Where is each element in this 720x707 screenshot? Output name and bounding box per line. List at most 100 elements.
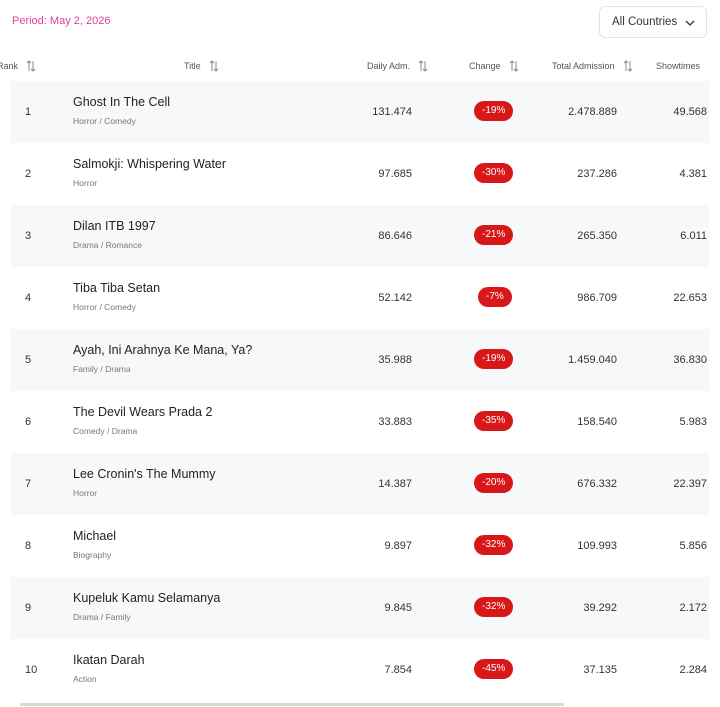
rank-cell: 7 <box>25 478 32 490</box>
rank-cell: 8 <box>25 540 32 552</box>
change-badge: -19% <box>474 101 514 121</box>
total-admission-cell: 2.478.889 <box>568 106 617 118</box>
sort-arrows-icon[interactable] <box>418 60 428 72</box>
film-title-link[interactable]: Dilan ITB 1997 <box>73 219 156 233</box>
genre-label: Family / Drama <box>73 364 131 374</box>
table-row[interactable]: 5 Ayah, Ini Arahnya Ke Mana, Ya? Family / … <box>11 329 709 391</box>
daily-admission-cell: 131.474 <box>372 106 412 118</box>
table-row[interactable]: 4 Tiba Tiba Setan Horror / Comedy 52.142 -7%… <box>11 267 709 329</box>
genre-label: Drama / Romance <box>73 240 142 250</box>
total-admission-cell: 158.540 <box>577 416 617 428</box>
column-header-showtimes[interactable]: Showtimes <box>656 52 700 80</box>
daily-admission-cell: 7.854 <box>384 664 412 676</box>
showtimes-cell: 49.568 <box>673 106 707 118</box>
daily-admission-cell: 9.897 <box>384 540 412 552</box>
showtimes-cell: 2.172 <box>679 602 707 614</box>
table-row[interactable]: 10 Ikatan Darah Action 7.854 -45% 37.135 2.284 <box>11 639 709 701</box>
daily-admission-cell: 35.988 <box>378 354 412 366</box>
table-row[interactable]: 3 Dilan ITB 1997 Drama / Romance 86.646 -21%… <box>11 205 709 267</box>
column-header-total-label: Total Admission <box>552 61 615 71</box>
column-header-total[interactable]: Total Admission <box>552 52 633 80</box>
rank-cell: 10 <box>25 664 38 676</box>
sort-arrows-icon[interactable] <box>26 60 36 72</box>
total-admission-cell: 37.135 <box>583 664 617 676</box>
column-header-change[interactable]: Change <box>469 52 519 80</box>
rank-cell: 5 <box>25 354 32 366</box>
daily-admission-cell: 14.387 <box>378 478 412 490</box>
genre-label: Horror / Comedy <box>73 302 136 312</box>
total-admission-cell: 676.332 <box>577 478 617 490</box>
country-filter-value: All Countries <box>612 16 678 28</box>
genre-label: Horror <box>73 488 98 498</box>
total-admission-cell: 1.459.040 <box>568 354 617 366</box>
change-badge: -35% <box>474 411 514 431</box>
film-title-link[interactable]: Lee Cronin's The Mummy <box>73 467 216 481</box>
table-row[interactable]: 8 Michael Biography 9.897 -32% 109.993 5.856 <box>11 515 709 577</box>
showtimes-cell: 2.284 <box>679 664 707 676</box>
change-badge: -21% <box>474 225 514 245</box>
change-badge: -19% <box>474 349 514 369</box>
column-header-daily[interactable]: Daily Adm. <box>367 52 428 80</box>
genre-label: Biography <box>73 550 112 560</box>
daily-admission-cell: 9.845 <box>384 602 412 614</box>
column-header-rank-label: Rank <box>0 61 19 71</box>
rank-cell: 4 <box>25 292 32 304</box>
column-header-showtimes-label: Showtimes <box>656 61 701 71</box>
period-label: Period: May 2, 2026 <box>12 15 111 27</box>
rank-cell: 2 <box>25 168 32 180</box>
table-row[interactable]: 9 Kupeluk Kamu Selamanya Drama / Family 9.8… <box>11 577 709 639</box>
chevron-down-icon <box>685 20 695 26</box>
genre-label: Horror <box>73 178 98 188</box>
showtimes-cell: 5.856 <box>679 540 707 552</box>
column-header-title[interactable]: Title <box>184 52 219 80</box>
film-title-link[interactable]: Ayah, Ini Arahnya Ke Mana, Ya? <box>73 343 253 357</box>
showtimes-cell: 5.983 <box>679 416 707 428</box>
daily-admission-cell: 97.685 <box>378 168 412 180</box>
showtimes-cell: 22.653 <box>673 292 707 304</box>
total-admission-cell: 109.993 <box>577 540 617 552</box>
table-row[interactable]: 2 Salmokji: Whispering Water Horror 97.685 -… <box>11 143 709 205</box>
film-table-body: 1 Ghost In The Cell Horror / Comedy 131.474… <box>11 81 709 701</box>
rank-cell: 6 <box>25 416 32 428</box>
daily-admission-cell: 33.883 <box>378 416 412 428</box>
column-header-title-label: Title <box>184 61 201 71</box>
showtimes-cell: 22.397 <box>673 478 707 490</box>
change-badge: -45% <box>474 659 514 679</box>
total-admission-cell: 986.709 <box>577 292 617 304</box>
change-badge: -20% <box>474 473 514 493</box>
film-title-link[interactable]: Salmokji: Whispering Water <box>73 157 227 171</box>
rank-cell: 1 <box>25 106 32 118</box>
change-badge: -32% <box>474 535 514 555</box>
table-header: Rank Title Daily Adm. Change Total Admis… <box>0 52 720 80</box>
daily-admission-cell: 86.646 <box>378 230 412 242</box>
genre-label: Horror / Comedy <box>73 116 136 126</box>
sort-arrows-icon[interactable] <box>209 60 219 72</box>
table-row[interactable]: 7 Lee Cronin's The Mummy Horror 14.387 -20% 6… <box>11 453 709 515</box>
table-row[interactable]: 6 The Devil Wears Prada 2 Comedy / Drama 33… <box>11 391 709 453</box>
horizontal-scrollbar[interactable] <box>20 703 564 706</box>
film-title-link[interactable]: Ikatan Darah <box>73 653 145 667</box>
sort-arrows-icon[interactable] <box>509 60 519 72</box>
genre-label: Drama / Family <box>73 612 131 622</box>
column-header-rank[interactable]: Rank <box>0 52 36 80</box>
total-admission-cell: 39.292 <box>583 602 617 614</box>
total-admission-cell: 237.286 <box>577 168 617 180</box>
total-admission-cell: 265.350 <box>577 230 617 242</box>
film-title-link[interactable]: Ghost In The Cell <box>73 95 171 109</box>
daily-admission-cell: 52.142 <box>378 292 412 304</box>
film-title-link[interactable]: Kupeluk Kamu Selamanya <box>73 591 221 605</box>
change-badge: -7% <box>478 287 512 307</box>
genre-label: Action <box>73 674 97 684</box>
table-row[interactable]: 1 Ghost In The Cell Horror / Comedy 131.474… <box>11 81 709 143</box>
showtimes-cell: 4.381 <box>679 168 707 180</box>
country-filter-dropdown[interactable]: All Countries <box>599 6 707 38</box>
sort-arrows-icon[interactable] <box>623 60 633 72</box>
column-header-daily-label: Daily Adm. <box>367 61 411 71</box>
change-badge: -32% <box>474 597 514 617</box>
film-title-link[interactable]: Tiba Tiba Setan <box>73 281 161 295</box>
film-title-link[interactable]: Michael <box>73 529 117 543</box>
column-header-change-label: Change <box>469 61 501 71</box>
rank-cell: 9 <box>25 602 32 614</box>
genre-label: Comedy / Drama <box>73 426 138 436</box>
film-title-link[interactable]: The Devil Wears Prada 2 <box>73 405 213 419</box>
